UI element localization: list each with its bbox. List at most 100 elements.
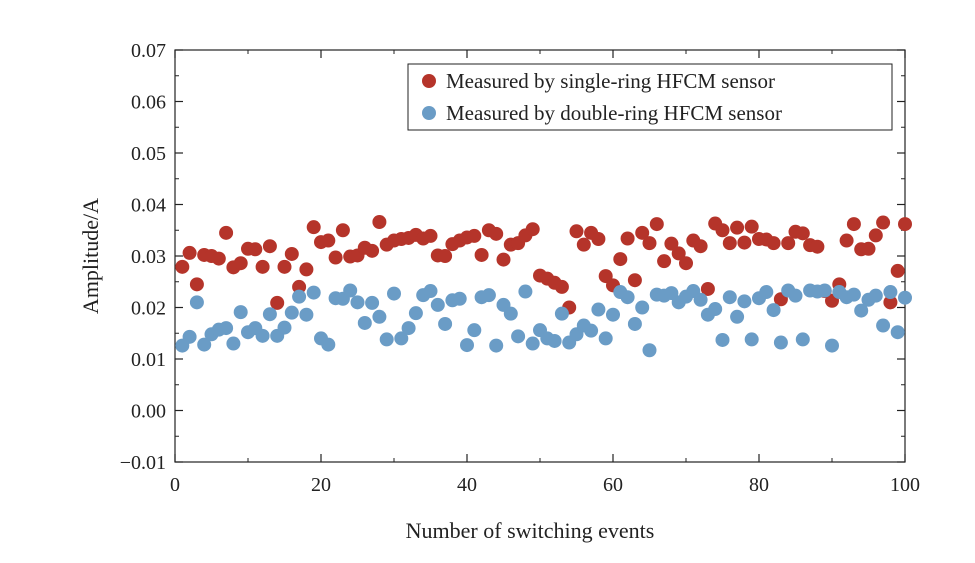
data-point xyxy=(657,254,672,269)
x-tick-label: 80 xyxy=(749,474,769,496)
x-tick-label: 100 xyxy=(890,474,920,496)
data-point xyxy=(693,239,708,254)
legend-marker-double-ring xyxy=(422,106,436,120)
x-axis: 0 20 40 60 80 100 xyxy=(170,50,920,496)
data-point xyxy=(489,226,504,241)
data-point xyxy=(292,279,307,294)
data-point xyxy=(262,239,277,254)
data-point xyxy=(642,343,657,358)
data-point xyxy=(744,219,759,234)
data-point xyxy=(189,295,204,310)
data-point xyxy=(584,323,599,338)
data-point xyxy=(679,256,693,271)
data-point xyxy=(722,236,737,251)
data-point xyxy=(715,223,730,238)
data-point xyxy=(890,325,905,340)
data-point xyxy=(810,239,825,254)
data-point xyxy=(737,294,752,309)
data-point xyxy=(591,302,606,317)
data-point xyxy=(248,242,263,257)
data-point xyxy=(335,223,350,238)
legend: Measured by single-ring HFCM sensor Meas… xyxy=(407,63,893,131)
data-point xyxy=(620,290,635,305)
data-point xyxy=(365,243,380,258)
y-tick-label: 0.00 xyxy=(131,401,166,423)
data-point xyxy=(408,306,423,321)
data-point xyxy=(825,338,839,353)
data-point xyxy=(430,297,445,312)
data-point xyxy=(343,283,358,298)
data-point xyxy=(474,247,489,262)
data-point xyxy=(854,303,869,318)
x-tick-label: 60 xyxy=(603,474,623,496)
data-point xyxy=(642,236,657,251)
y-tick-label: 0.03 xyxy=(131,246,166,268)
data-point xyxy=(460,338,474,353)
data-point xyxy=(576,237,591,252)
data-point xyxy=(511,329,526,344)
data-point xyxy=(664,236,679,251)
data-point xyxy=(175,259,190,274)
y-tick-label: 0.07 xyxy=(131,40,166,62)
data-point xyxy=(861,241,876,256)
y-axis: −0.01 0.00 0.01 0.02 0.03 0.04 0.05 0.06 0.07 xyxy=(120,40,905,474)
data-point xyxy=(759,285,774,300)
data-point xyxy=(365,295,380,310)
data-point xyxy=(795,332,810,347)
data-point xyxy=(197,337,212,352)
legend-marker-single-ring xyxy=(422,74,436,88)
data-point xyxy=(277,320,292,335)
data-point xyxy=(627,273,642,288)
data-point xyxy=(547,333,562,348)
data-point xyxy=(306,285,321,300)
y-tick-label: 0.06 xyxy=(131,92,166,114)
data-point xyxy=(868,288,883,303)
data-point xyxy=(357,315,372,330)
series-double-ring xyxy=(175,283,912,358)
data-point xyxy=(328,250,343,265)
data-point xyxy=(876,215,891,230)
data-point xyxy=(890,263,905,278)
data-point xyxy=(766,236,781,251)
data-point xyxy=(423,284,438,299)
data-point xyxy=(503,306,518,321)
data-point xyxy=(525,222,540,237)
data-point xyxy=(284,246,299,261)
legend-label-single-ring: Measured by single-ring HFCM sensor xyxy=(446,69,775,93)
data-point xyxy=(255,259,270,274)
data-point xyxy=(489,338,504,353)
data-point xyxy=(730,309,745,324)
data-point xyxy=(438,249,453,263)
data-point xyxy=(737,235,752,250)
data-point xyxy=(233,256,248,271)
data-point xyxy=(372,309,387,324)
data-point xyxy=(219,321,234,336)
data-point xyxy=(350,295,365,310)
data-point xyxy=(270,295,285,310)
data-point xyxy=(379,332,394,347)
data-point xyxy=(182,329,197,344)
data-point xyxy=(839,233,854,248)
data-point xyxy=(394,331,409,346)
data-point xyxy=(868,228,883,243)
x-tick-label: 40 xyxy=(457,474,477,496)
data-point xyxy=(569,224,584,239)
data-point xyxy=(766,303,781,318)
data-point xyxy=(715,332,730,347)
y-tick-label: 0.01 xyxy=(131,349,166,371)
data-point xyxy=(898,217,912,232)
x-tick-label: 0 xyxy=(170,474,180,496)
data-point xyxy=(671,246,686,261)
data-point xyxy=(233,305,248,320)
data-point xyxy=(620,231,635,246)
data-point xyxy=(306,220,321,235)
data-point xyxy=(452,291,467,306)
data-point xyxy=(372,215,387,230)
data-point xyxy=(387,286,401,301)
data-point xyxy=(219,225,234,240)
data-point xyxy=(744,332,759,347)
data-point xyxy=(883,285,898,300)
y-tick-label: 0.05 xyxy=(131,143,166,165)
data-point xyxy=(708,302,723,317)
data-point xyxy=(277,259,292,274)
